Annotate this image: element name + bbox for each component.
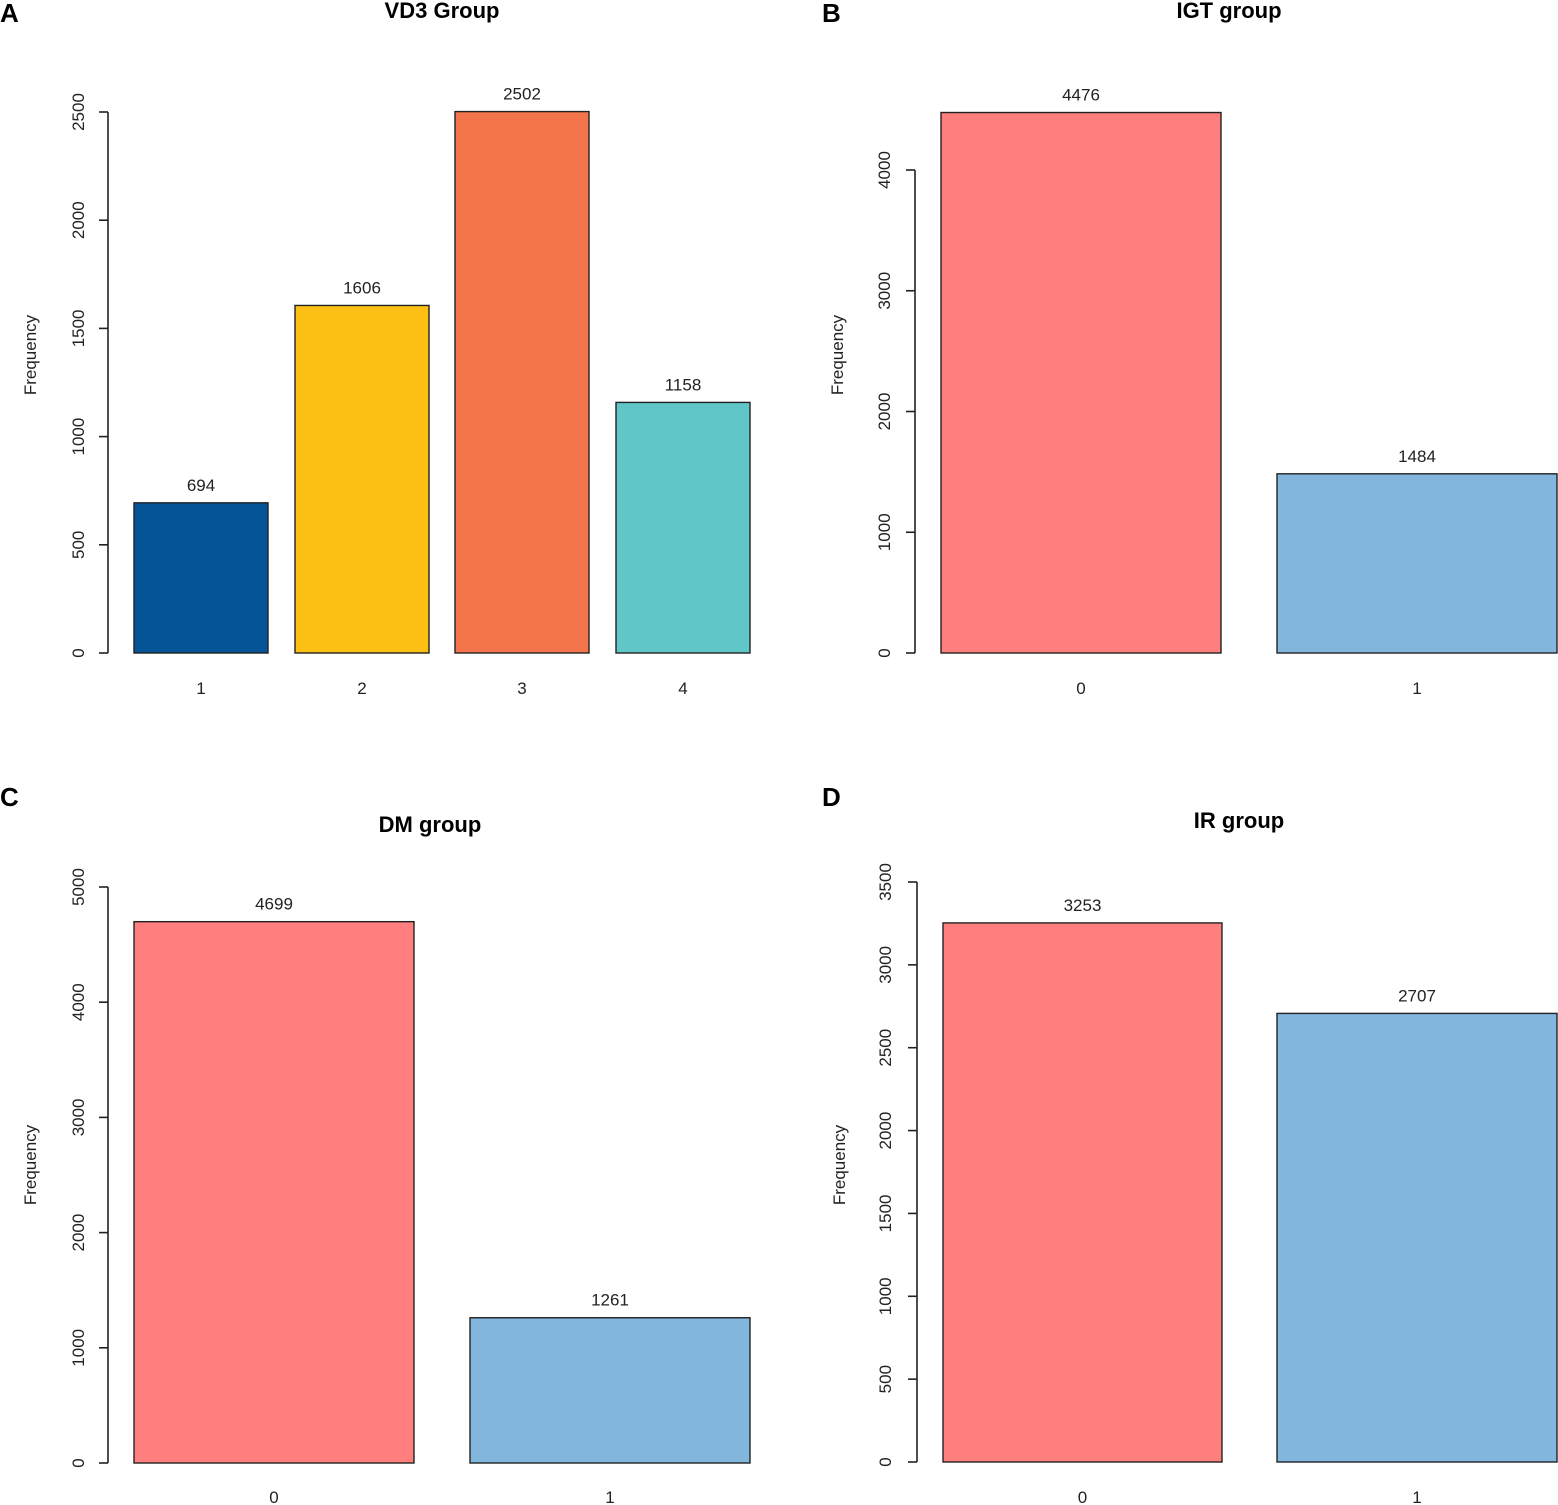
y-tick-label: 3000 [875, 272, 894, 310]
y-tick-label: 2000 [876, 1112, 895, 1150]
bar-value-label: 1484 [1398, 447, 1436, 466]
chart-title: VD3 Group [385, 0, 500, 23]
y-tick-label: 3000 [69, 1098, 88, 1136]
panel-b: B IGT group 0 1000 2000 3000 4000 Frequency 4476… [822, 0, 1558, 698]
bar-value-label: 3253 [1064, 896, 1102, 915]
x-category-label: 0 [1076, 679, 1085, 698]
bar-value-label: 694 [187, 476, 215, 495]
y-tick-label: 0 [69, 648, 88, 657]
x-category-label: 0 [269, 1488, 278, 1505]
y-axis-label: Frequency [830, 1124, 849, 1205]
y-tick-label: 5000 [69, 868, 88, 906]
y-tick-label: 3500 [876, 863, 895, 901]
bar-value-label: 1261 [591, 1291, 629, 1310]
bar-1 [469, 1317, 751, 1464]
panel-a: A VD3 Group 0 500 1000 1500 2000 2500 Frequency 6… [0, 0, 751, 698]
y-tick-label: 1500 [876, 1195, 895, 1233]
y-tick-label: 0 [875, 648, 894, 657]
x-category-label: 0 [1078, 1488, 1087, 1505]
chart-title: DM group [379, 812, 482, 837]
bar-value-label: 1606 [343, 278, 381, 297]
bar-value-label: 4699 [255, 895, 293, 914]
y-tick-label: 500 [69, 531, 88, 559]
y-axis-label: Frequency [21, 1124, 40, 1205]
bar-3 [454, 110, 590, 654]
y-tick-label: 2500 [69, 93, 88, 131]
panel-letter: C [0, 782, 19, 812]
y-tick-label: 1000 [875, 513, 894, 551]
y-tick-label: 2500 [876, 1029, 895, 1067]
y-tick-label: 1000 [876, 1277, 895, 1315]
x-category-label: 3 [517, 679, 526, 698]
y-tick-label: 1000 [69, 1329, 88, 1367]
panel-c: C DM group 0 1000 2000 3000 4000 5000 Frequency 4… [0, 782, 751, 1505]
panel-letter: D [822, 782, 841, 812]
y-tick-label: 0 [69, 1458, 88, 1467]
bar-0 [940, 111, 1222, 654]
chart-title: IGT group [1176, 0, 1281, 23]
bar-value-label: 1158 [665, 375, 702, 394]
y-tick-label: 4000 [69, 983, 88, 1021]
bar-2 [294, 304, 430, 654]
y-tick-label: 2000 [875, 393, 894, 431]
x-category-label: 1 [605, 1488, 614, 1505]
y-tick-label: 4000 [875, 151, 894, 189]
x-category-label: 2 [357, 679, 366, 698]
x-category-label: 1 [1412, 679, 1421, 698]
bar-4 [615, 401, 751, 654]
y-tick-label: 3000 [876, 946, 895, 984]
x-category-label: 1 [1412, 1488, 1421, 1505]
bar-1 [1276, 1012, 1558, 1463]
y-tick-label: 0 [876, 1457, 895, 1466]
y-axis-label: Frequency [828, 314, 847, 395]
y-axis-label: Frequency [21, 314, 40, 395]
bar-1 [1276, 473, 1558, 654]
bar-value-label: 2502 [503, 85, 541, 104]
panel-letter: A [0, 0, 19, 28]
y-tick-label: 1500 [69, 309, 88, 347]
y-tick-label: 1000 [69, 418, 88, 456]
panel-letter: B [822, 0, 841, 28]
y-tick-label: 500 [876, 1365, 895, 1393]
bar-value-label: 2707 [1398, 986, 1436, 1005]
bar-1 [133, 502, 269, 654]
panel-d: D IR group 0 500 1000 1500 2000 2500 3000 3500 Fre… [822, 782, 1558, 1505]
bar-value-label: 4476 [1062, 86, 1100, 105]
x-category-label: 1 [196, 679, 205, 698]
x-category-label: 4 [678, 679, 687, 698]
bar-0 [942, 922, 1223, 1463]
bar-0 [133, 920, 415, 1464]
chart-title: IR group [1194, 808, 1284, 833]
y-tick-label: 2000 [69, 201, 88, 239]
y-tick-label: 2000 [69, 1214, 88, 1252]
